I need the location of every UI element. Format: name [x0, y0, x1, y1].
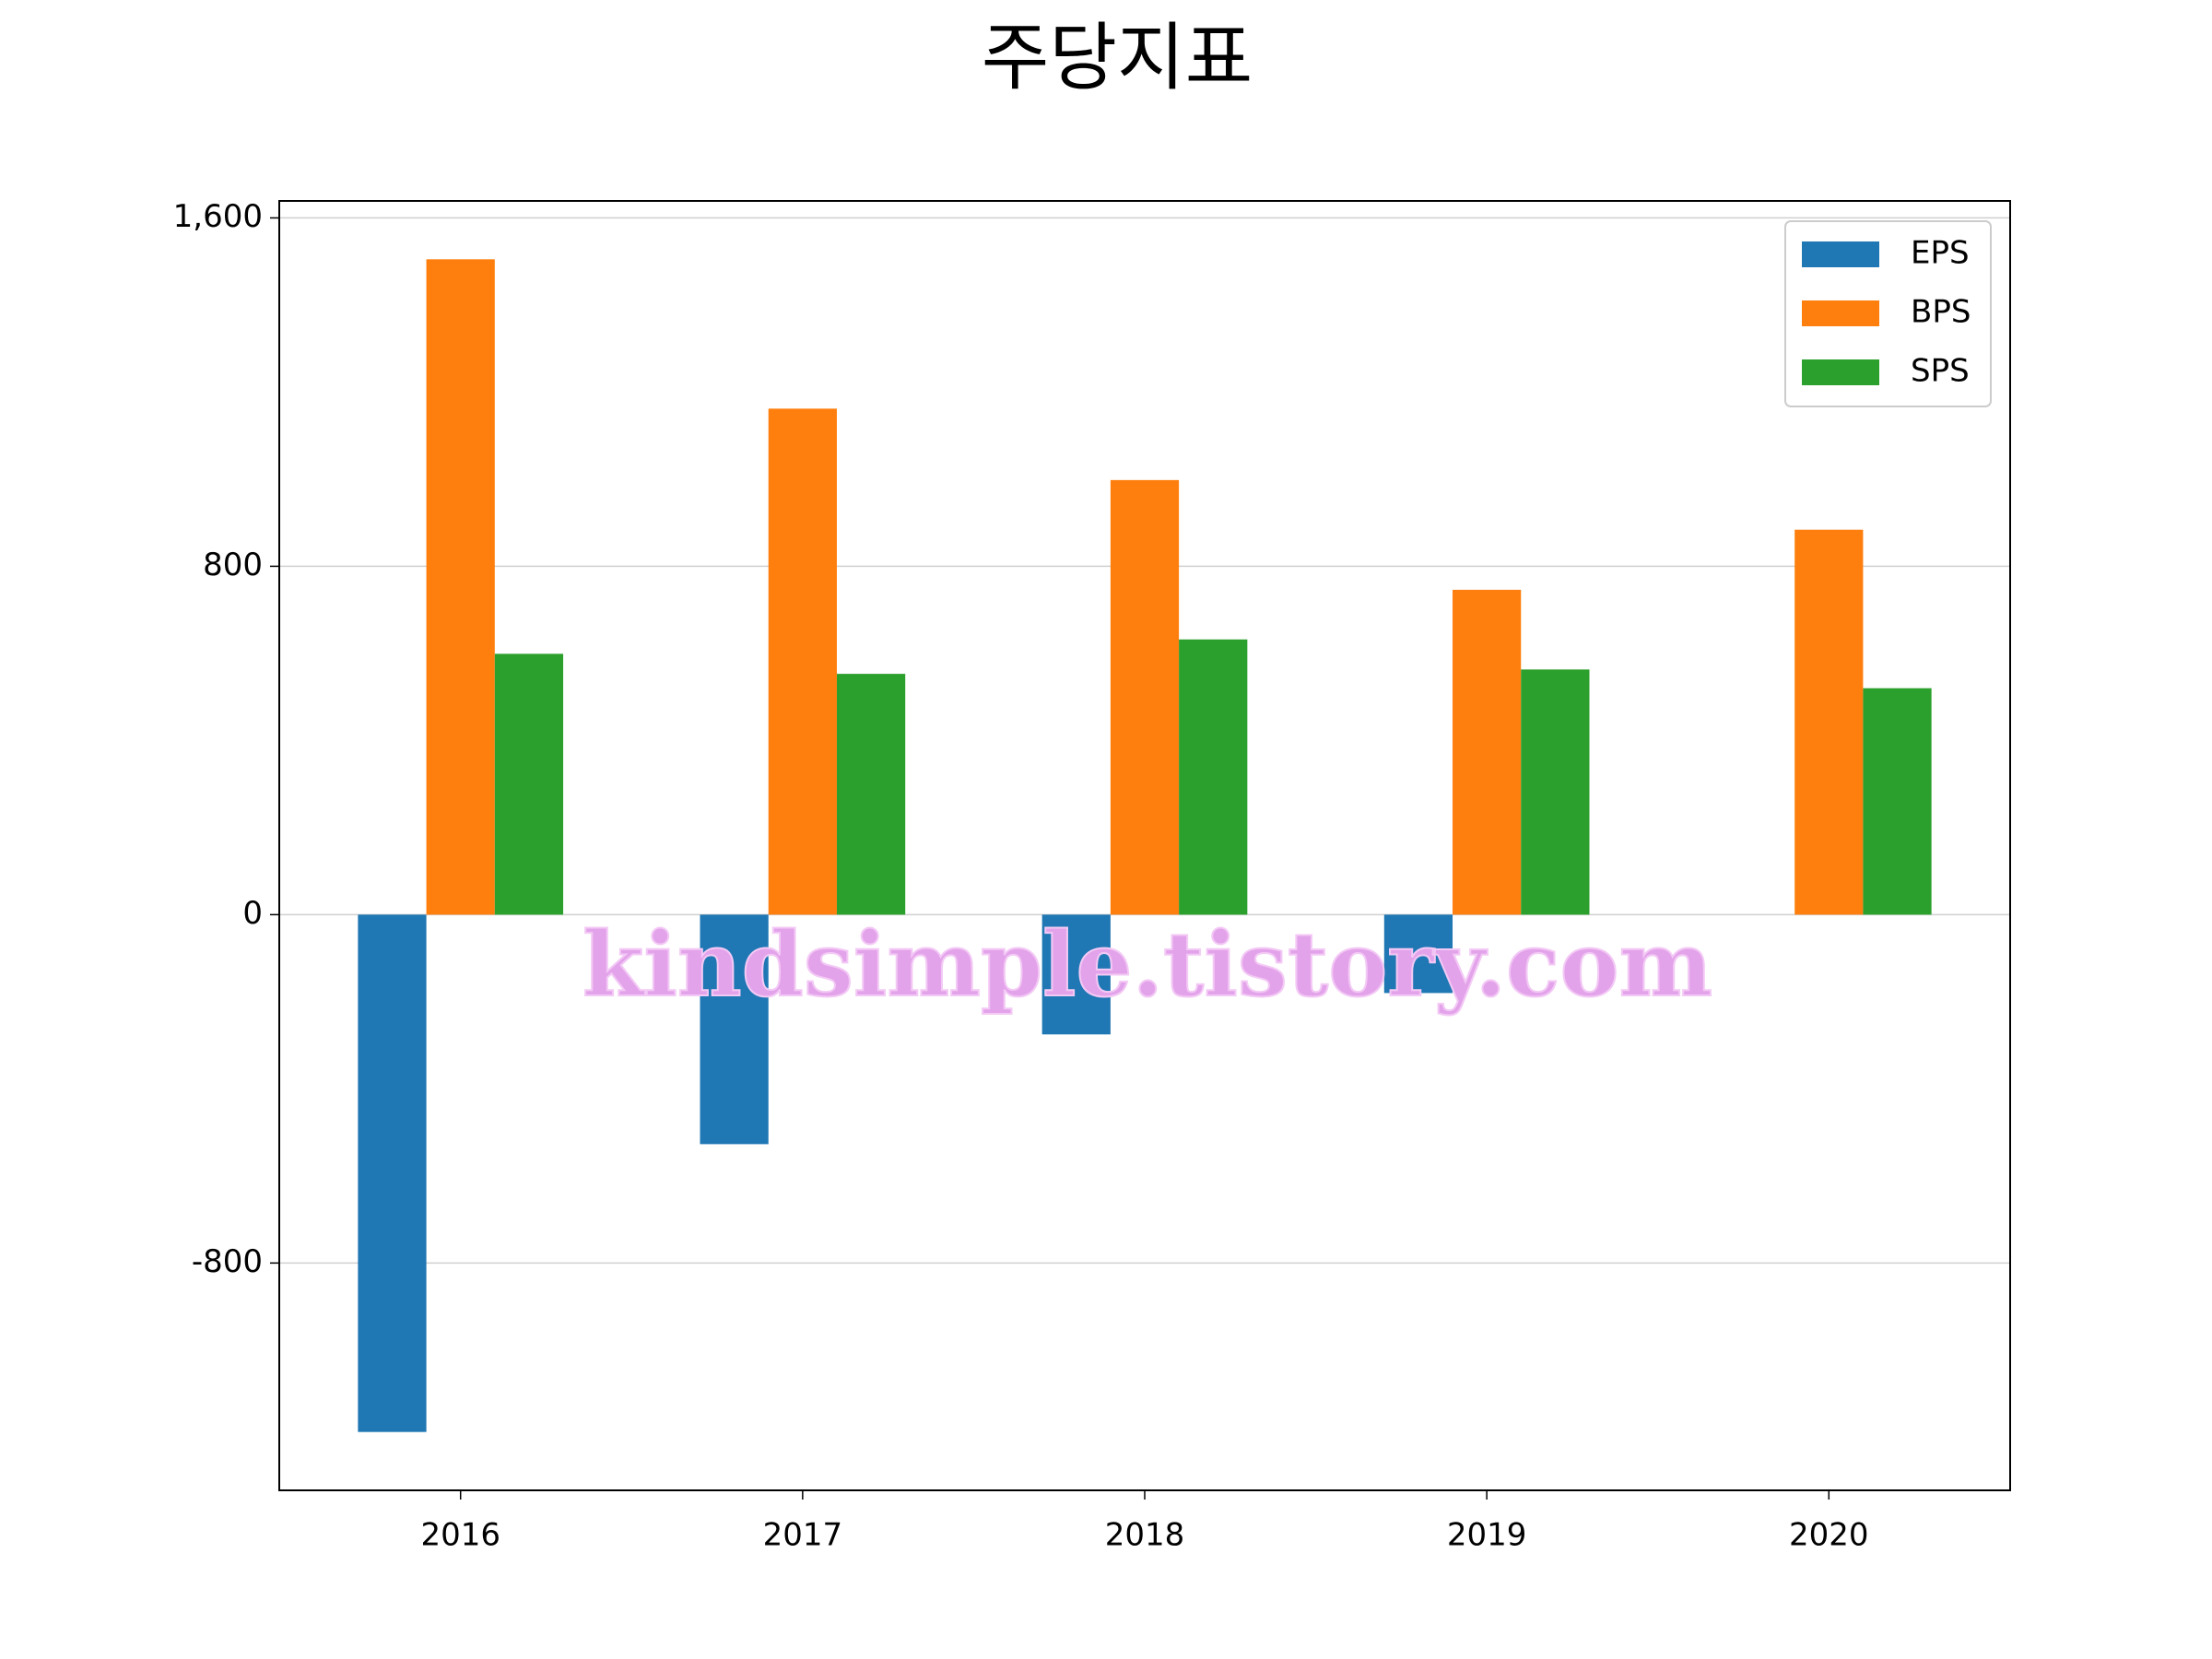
x-tick-label: 2017 [763, 1517, 843, 1554]
plot-frame [278, 200, 2011, 1491]
bar [494, 653, 564, 915]
y-tick-label: -800 [192, 1243, 263, 1280]
bar [1794, 529, 1864, 915]
bar [1453, 589, 1522, 915]
x-tick-label: 2019 [1447, 1517, 1527, 1554]
y-tick-label: 0 [242, 895, 263, 932]
legend-swatch [1802, 300, 1879, 326]
y-tick-label: 800 [203, 547, 263, 583]
bar [700, 914, 769, 1145]
watermark: kindsimple.tistory.com [582, 912, 1712, 1017]
bar [1179, 639, 1248, 915]
legend-label: SPS [1911, 353, 1970, 390]
chart-title: 주당지표 [982, 15, 1253, 100]
bar [358, 914, 427, 1432]
bar [1863, 688, 1932, 915]
y-tick-label: 1,600 [173, 198, 263, 235]
x-tick-label: 2016 [420, 1517, 500, 1554]
bar [1383, 914, 1453, 994]
bar [768, 408, 837, 915]
legend-swatch [1802, 241, 1879, 267]
legend-label: EPS [1911, 235, 1970, 272]
bar [836, 674, 906, 915]
bar [1110, 479, 1180, 915]
bar [1041, 914, 1111, 1035]
x-tick-label: 2020 [1789, 1517, 1869, 1554]
bar [426, 259, 495, 915]
x-tick-label: 2018 [1105, 1517, 1185, 1554]
bar [1521, 669, 1590, 915]
legend-swatch [1802, 359, 1879, 385]
legend-label: BPS [1911, 294, 1971, 331]
